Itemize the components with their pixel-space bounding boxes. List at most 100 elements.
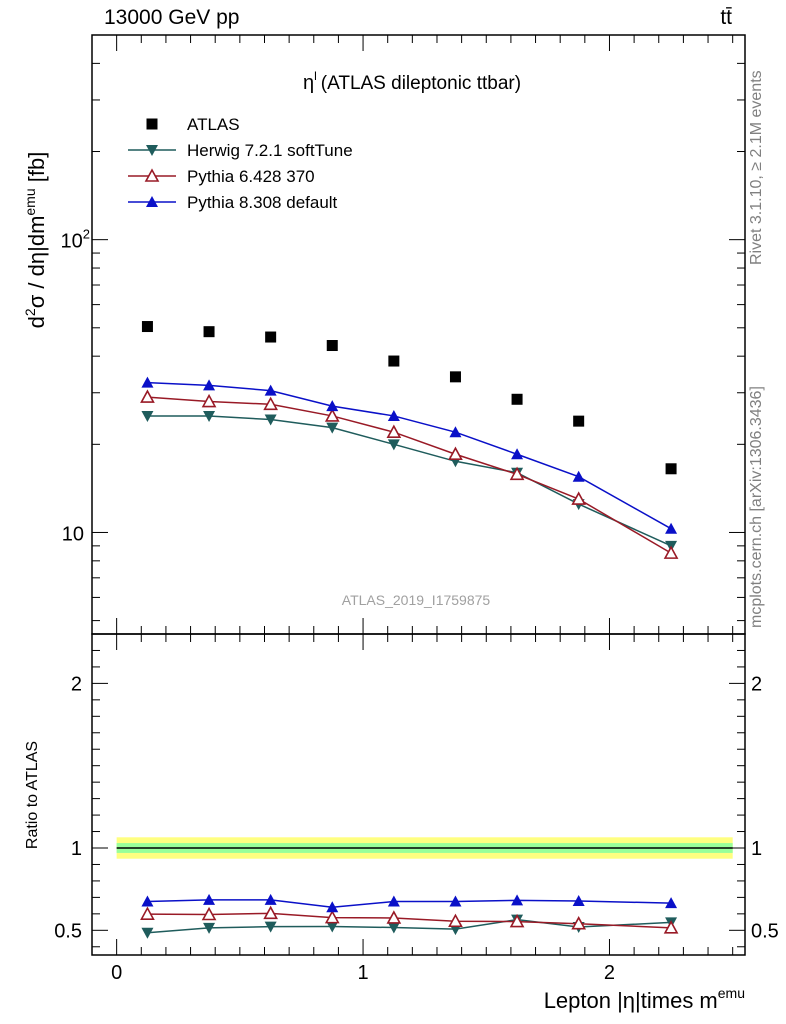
ratio-y-tick-label-left: 0.5 <box>54 920 82 942</box>
main-y-tick-label: 102 <box>61 227 90 253</box>
main-plot-area: 10 102 <box>61 34 746 635</box>
ratio-series-line <box>147 899 672 909</box>
ratio-y-label: Ratio to ATLAS <box>24 741 41 849</box>
main-data-point <box>141 410 154 422</box>
main-data-point <box>141 321 153 333</box>
title-sup: l <box>314 69 317 83</box>
legend-entry: ATLAS <box>146 115 240 134</box>
xlabel-part-0: Lepton |η|times m <box>544 988 718 1013</box>
ylabel-part-3: emu <box>22 188 38 215</box>
mcplots-label: mcplots.cern.ch [arXiv:1306.3436] <box>748 386 765 628</box>
ratio-y-tick-label-right: 2 <box>751 673 762 695</box>
main-data-point <box>387 439 400 451</box>
ratio-plot-area: 0.5 0.5 1 1 2 2 0 1 2 <box>54 633 779 984</box>
main-data-point <box>265 331 277 343</box>
x-tick-label: 1 <box>357 962 368 984</box>
main-series-line <box>147 415 672 547</box>
main-data-point <box>572 470 585 482</box>
ratio-y-tick-label-right: 0.5 <box>751 920 779 942</box>
ratio-data-point <box>324 909 340 924</box>
ratio-data-point <box>141 927 154 939</box>
ratio-data-point <box>387 895 400 907</box>
main-series-0 <box>141 321 677 475</box>
main-data-point <box>387 409 400 421</box>
ratio-data-point <box>449 895 462 907</box>
ratio-data-point <box>665 897 678 909</box>
ratio-data-point <box>571 916 587 930</box>
ratio-series-line <box>147 918 672 934</box>
legend-marker <box>144 168 160 182</box>
main-series-1 <box>141 410 678 552</box>
ratio-data-point <box>201 906 217 921</box>
main-y-label: d2σ / dη|dmemu [fb] <box>22 152 49 329</box>
main-data-point <box>509 466 525 481</box>
legend-label: Pythia 8.308 default <box>187 193 338 212</box>
main-title: ηl (ATLAS dileptonic ttbar) <box>303 69 521 94</box>
legend-marker <box>146 118 158 130</box>
x-axis-label: Lepton |η|times memu <box>544 985 745 1013</box>
ratio-y-tick-label-right: 1 <box>751 838 762 860</box>
main-data-point <box>449 426 462 438</box>
main-data-point <box>263 396 278 411</box>
xlabel-part-1: emu <box>718 985 745 1001</box>
main-series-2 <box>140 389 679 559</box>
main-data-point <box>201 393 217 408</box>
legend-marker <box>146 196 158 207</box>
legend-entry: Pythia 8.308 default <box>128 193 338 212</box>
legend-label: Pythia 6.428 370 <box>187 167 315 186</box>
legend: ATLAS Herwig 7.2.1 softTune Pythia 6.428 3… <box>128 115 353 212</box>
ratio-data-point <box>140 906 155 920</box>
main-data-point <box>203 326 215 338</box>
watermark: ATLAS_2019_I1759875 <box>342 592 491 608</box>
main-data-point <box>203 379 216 391</box>
ratio-data-point <box>663 920 679 934</box>
ratio-data-point <box>448 913 463 928</box>
main-data-point <box>449 371 461 383</box>
main-y-tick-label: 10 <box>62 523 84 545</box>
ylabel-part-2: σ / dη|dm <box>24 216 49 309</box>
main-data-point <box>511 393 523 405</box>
ratio-data-point <box>387 922 400 934</box>
main-data-point <box>326 340 338 352</box>
ratio-y-tick-label-left: 2 <box>71 673 82 695</box>
legend-entry: Pythia 6.428 370 <box>128 167 315 186</box>
ratio-data-point <box>141 895 154 907</box>
ratio-series-2 <box>141 893 678 913</box>
title-main: η <box>303 72 314 94</box>
main-data-point <box>324 408 340 422</box>
energy-label: 13000 GeV pp <box>104 6 240 29</box>
main-data-point <box>140 389 155 403</box>
main-data-point <box>264 384 277 396</box>
main-data-point <box>448 446 463 461</box>
ratio-data-point <box>511 894 524 906</box>
ratio-data-point <box>326 921 339 933</box>
main-data-point <box>663 545 679 559</box>
ratio-data-point <box>263 905 278 920</box>
main-data-point <box>388 355 400 367</box>
ratio-data-point <box>326 901 339 913</box>
ylabel-part-0: d <box>24 316 49 328</box>
ratio-data-point <box>509 913 525 928</box>
ratio-data-point <box>203 893 216 905</box>
main-data-point <box>571 491 587 505</box>
legend-label: ATLAS <box>187 115 240 134</box>
process-label: tt̄ <box>720 6 732 29</box>
ratio-frame <box>91 633 746 956</box>
rivet-label: Rivet 3.1.10, ≥ 2.1M events <box>748 70 765 265</box>
ratio-y-tick-label-left: 1 <box>71 838 82 860</box>
main-data-point <box>326 422 339 434</box>
ratio-data-point <box>264 921 277 933</box>
legend-label: Herwig 7.2.1 softTune <box>187 141 353 160</box>
ratio-data-point <box>386 910 402 924</box>
main-data-point <box>141 376 154 388</box>
title-rest: (ATLAS dileptonic ttbar) <box>321 73 521 94</box>
legend-entry: Herwig 7.2.1 softTune <box>128 141 353 160</box>
main-data-point <box>203 410 216 422</box>
main-data-point <box>665 463 677 475</box>
x-tick-label: 2 <box>604 962 615 984</box>
ylabel-part-1: 2 <box>22 308 38 316</box>
ratio-data-point <box>264 893 277 905</box>
main-data-point <box>386 424 402 438</box>
